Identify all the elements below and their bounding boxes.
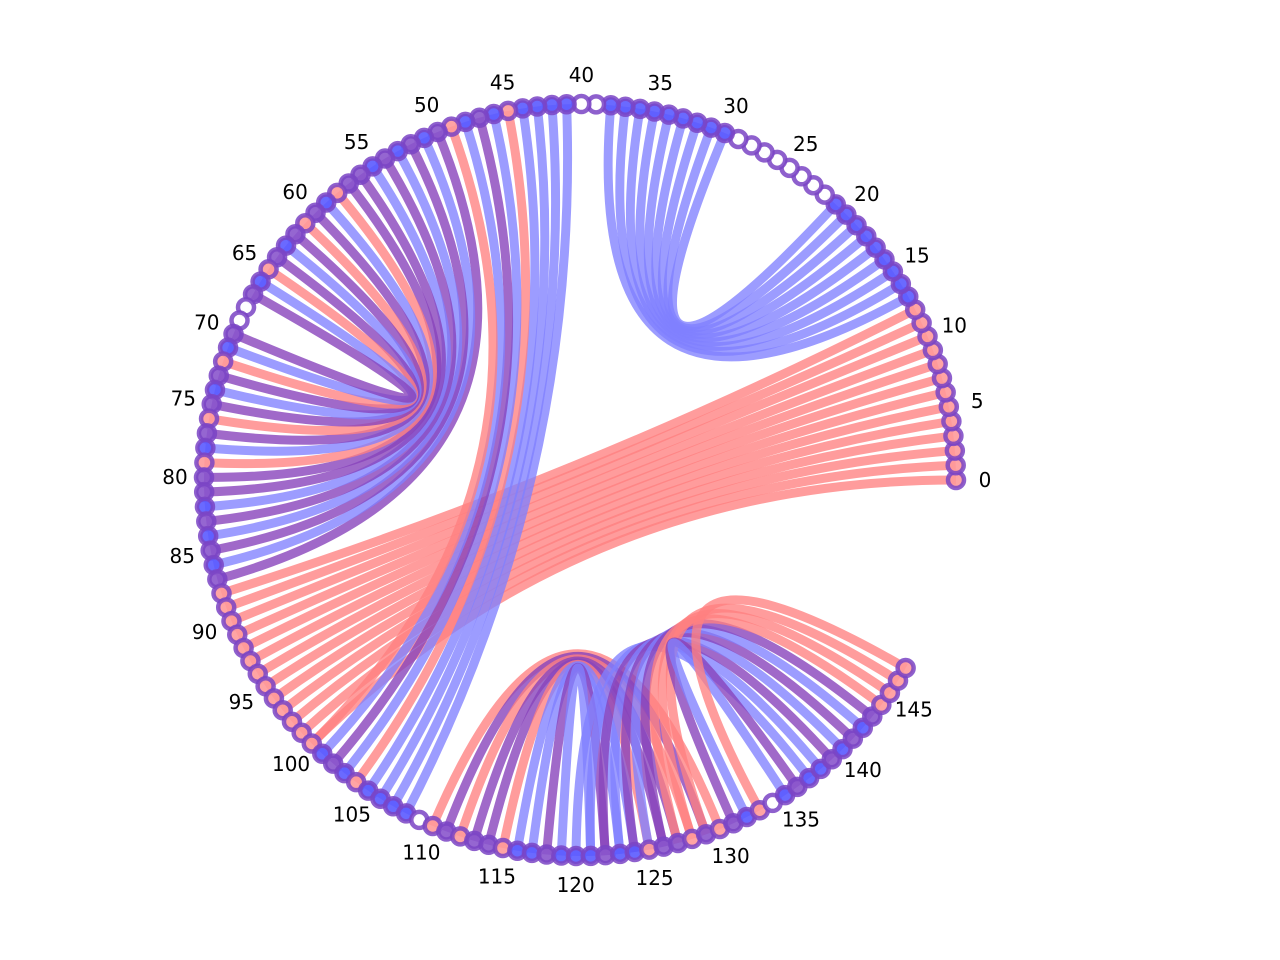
- chord-link: [389, 104, 561, 809]
- chord-link: [271, 416, 953, 703]
- chord-link: [229, 332, 930, 626]
- chord-link: [376, 105, 550, 802]
- tick-label-75: 75: [171, 386, 196, 410]
- tick-label-30: 30: [723, 94, 748, 118]
- chord-link: [263, 402, 950, 691]
- chord-link: [220, 305, 918, 598]
- chord-link: [308, 125, 498, 747]
- tick-label-15: 15: [904, 243, 929, 267]
- chord-link: [691, 595, 908, 813]
- chord-link: [235, 345, 935, 639]
- chord-link: [352, 110, 531, 785]
- tick-label-145: 145: [895, 697, 933, 721]
- chord-link: [289, 446, 956, 726]
- tick-label-60: 60: [282, 180, 307, 204]
- tick-label-135: 135: [782, 807, 820, 831]
- tick-label-125: 125: [635, 866, 673, 890]
- tick-label-0: 0: [979, 468, 992, 492]
- tick-label-110: 110: [402, 841, 440, 865]
- tick-label-115: 115: [478, 864, 516, 888]
- chord-link: [668, 131, 840, 331]
- chord-link: [667, 638, 789, 819]
- chord-link: [212, 135, 476, 570]
- chord-link: [248, 373, 944, 665]
- chord-link: [279, 431, 954, 714]
- chord-link: [231, 290, 417, 403]
- tick-label-55: 55: [344, 130, 369, 154]
- chord-node: [895, 657, 916, 679]
- chord-link: [255, 388, 947, 678]
- tick-label-20: 20: [854, 182, 879, 206]
- chord-nodes: [193, 93, 967, 867]
- chord-link: [241, 359, 940, 652]
- tick-label-105: 105: [333, 803, 371, 827]
- tick-label-45: 45: [490, 70, 515, 94]
- chord-link: [556, 663, 596, 856]
- chord-link: [329, 116, 514, 767]
- tick-label-80: 80: [162, 465, 187, 489]
- tick-label-50: 50: [414, 93, 439, 117]
- chord-link: [216, 130, 483, 584]
- chord-link: [319, 120, 506, 757]
- chord-link: [364, 107, 540, 794]
- chord-link: [665, 603, 901, 836]
- chord-link: [341, 112, 522, 776]
- tick-label-5: 5: [971, 389, 984, 413]
- tick-label-70: 70: [194, 311, 219, 335]
- tick-label-95: 95: [229, 690, 254, 714]
- tick-label-40: 40: [569, 63, 594, 87]
- tick-label-100: 100: [272, 752, 310, 776]
- tick-label-35: 35: [648, 71, 673, 95]
- chord-link: [402, 104, 573, 816]
- tick-label-120: 120: [557, 873, 595, 897]
- chord-links: [203, 104, 957, 857]
- tick-label-85: 85: [169, 544, 194, 568]
- tick-label-25: 25: [793, 132, 818, 156]
- tick-label-130: 130: [712, 844, 750, 868]
- tick-label-90: 90: [192, 620, 217, 644]
- tick-label-10: 10: [942, 313, 967, 337]
- chord-link: [224, 318, 924, 612]
- tick-labels: 0 5 10 15 20 25 30 35 40 45 50 55 60 65 70 75 80 85 90 95 10…: [162, 63, 991, 897]
- tick-label-65: 65: [232, 241, 257, 265]
- tick-label-140: 140: [844, 758, 882, 782]
